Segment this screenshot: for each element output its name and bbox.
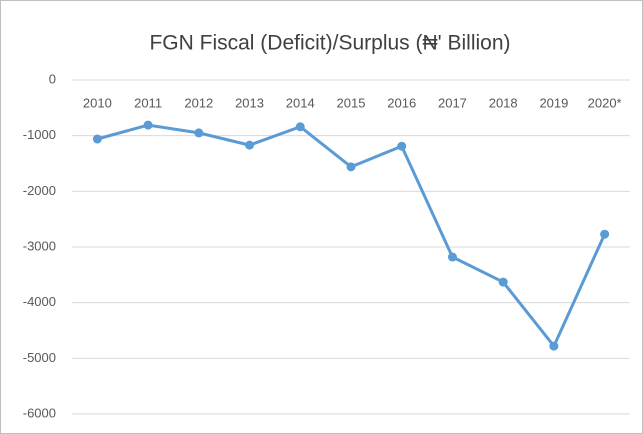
x-tick-label: 2012: [184, 95, 213, 110]
marker: [245, 140, 255, 150]
x-tick-label: 2011: [134, 95, 162, 110]
marker: [447, 252, 457, 262]
y-tick-label: -4000: [23, 294, 56, 309]
y-tick-label: -6000: [23, 405, 56, 420]
x-tick-label: 2016: [387, 95, 416, 110]
chart-title: FGN Fiscal (Deficit)/Surplus (₦' Billion…: [149, 32, 510, 55]
marker: [194, 128, 204, 138]
x-tick-label: 2017: [438, 95, 467, 110]
x-tick-label: 2018: [489, 95, 518, 110]
marker: [295, 122, 305, 132]
x-tick-label: 2019: [539, 95, 568, 110]
marker: [600, 229, 610, 239]
x-tick-label: 2015: [337, 95, 366, 110]
marker: [346, 162, 356, 172]
marker: [397, 141, 407, 151]
y-tick-label: -5000: [23, 350, 56, 365]
y-tick-label: -1000: [23, 127, 56, 142]
x-tick-label: 2010: [83, 95, 112, 110]
x-tick-label: 2013: [235, 95, 264, 110]
y-tick-label: -2000: [23, 183, 56, 198]
marker: [549, 341, 559, 351]
marker: [498, 277, 508, 287]
x-tick-label: 2014: [286, 95, 315, 110]
marker: [92, 134, 102, 144]
y-tick-label: 0: [49, 71, 56, 86]
y-tick-label: -3000: [23, 238, 56, 253]
x-tick-label: 2020*: [588, 95, 622, 110]
marker: [143, 120, 153, 130]
